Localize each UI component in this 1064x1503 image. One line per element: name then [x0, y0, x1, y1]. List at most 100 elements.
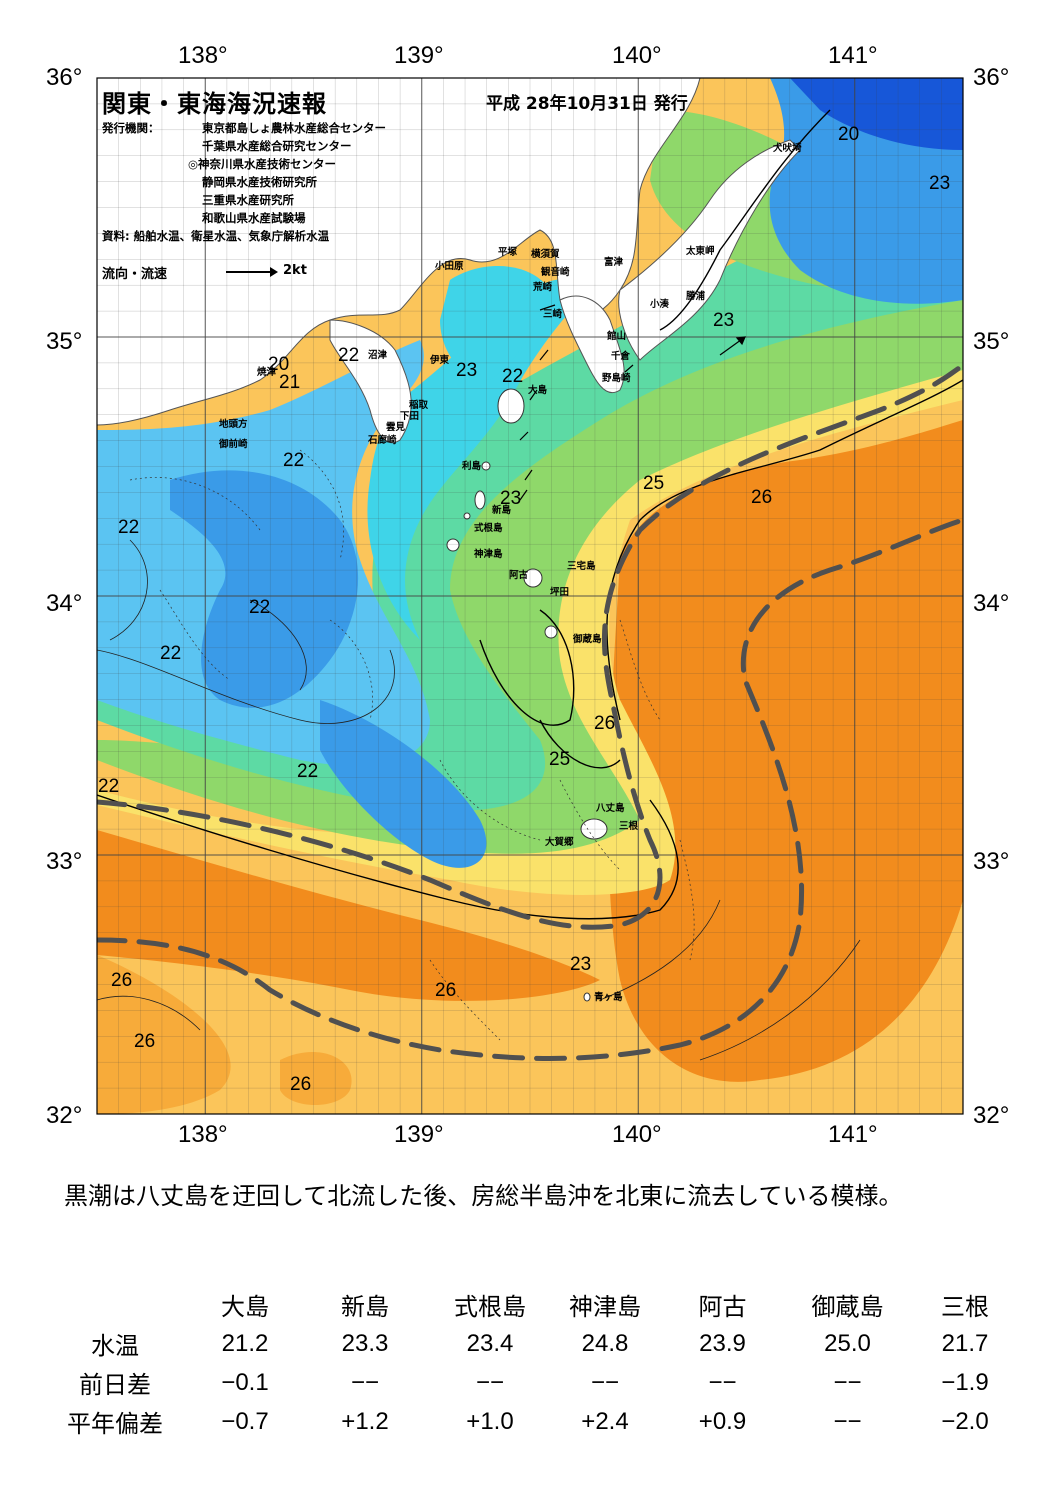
island-aogashima [583, 992, 591, 1002]
station-header: 式根島 [454, 1293, 526, 1321]
table-cell: +1.0 [466, 1407, 514, 1435]
place-label: 犬吠埼 [773, 143, 802, 154]
place-label: 地頭方 [219, 419, 248, 430]
orange-patch-s [280, 1051, 352, 1105]
place-label: 神津島 [474, 549, 503, 560]
place-label: 小田原 [435, 261, 464, 272]
place-label: 三宅島 [567, 561, 596, 572]
observation-table: 大島 新島 式根島 神津島 阿古 御蔵島 三根 水温 21.2 23.3 23.… [40, 1285, 1020, 1441]
isotherm-label: 23 [500, 488, 522, 509]
isotherm-label: 22 [283, 450, 305, 471]
isotherm-label: 22 [297, 761, 319, 782]
land-boso-east [618, 139, 801, 361]
lat-label: 36° [46, 64, 83, 91]
data-source: 資料: 船舶水温、衛星水温、気象庁解析水温 [102, 229, 330, 243]
place-label: 横須賀 [531, 249, 560, 260]
place-label: 阿古 [509, 570, 529, 581]
place-label: 平塚 [498, 247, 518, 258]
table-cell: +1.2 [341, 1407, 389, 1435]
table-cell: +0.9 [698, 1407, 747, 1435]
lat-label: 33° [46, 848, 83, 875]
place-label: 野島崎 [602, 373, 631, 384]
place-label: 稲取 [409, 400, 429, 411]
issuer-item: ◎神奈川県水産技術センター [188, 157, 337, 171]
table-cell: −− [833, 1368, 862, 1396]
station-header: 阿古 [698, 1293, 747, 1321]
current-legend-label: 流向・流速 [102, 267, 168, 282]
place-label: 観音崎 [541, 267, 570, 278]
table-cell: +2.4 [581, 1407, 629, 1435]
isotherm-label: 22 [98, 776, 120, 797]
isotherm-label: 20 [838, 124, 860, 145]
table-cell: −2.0 [941, 1407, 989, 1435]
place-label: 太東岬 [686, 246, 715, 257]
island-toshima [481, 461, 491, 471]
station-header: 三根 [941, 1293, 989, 1321]
station-header: 新島 [341, 1293, 389, 1321]
current-arrows [519, 304, 746, 501]
place-label: 勝浦 [686, 291, 706, 302]
table-cell: −0.1 [221, 1368, 269, 1396]
lon-label: 138° [178, 42, 228, 69]
island-shikinejima [463, 512, 471, 520]
place-label: 焼津 [257, 367, 277, 378]
lon-label: 140° [612, 1121, 662, 1148]
place-label: 三根 [619, 821, 639, 832]
issuer-item: 静岡県水産技術研究所 [202, 175, 317, 189]
isotherm-label: 26 [290, 1074, 312, 1095]
north-east-dark-cold [790, 78, 963, 150]
isotherm-label: 23 [570, 954, 592, 975]
row-label: 前日差 [79, 1371, 151, 1399]
lat-label: 33° [973, 848, 1010, 875]
table-cell: 21.2 [221, 1329, 269, 1357]
isotherm-label: 22 [249, 597, 271, 618]
row-label: 水温 [91, 1332, 139, 1360]
place-label: 下田 [400, 411, 420, 422]
isotherm-label: 26 [594, 713, 616, 734]
current-legend-unit: 2kt [283, 263, 307, 278]
place-label: 荒崎 [533, 282, 553, 293]
issue-date: 平成 28年10月31日 発行 [486, 94, 688, 114]
table-cell: −1.9 [941, 1368, 989, 1396]
issuer-item: 東京都島しょ農林水産総合センター [202, 121, 386, 135]
summary-text: 黒潮は八丈島を迂回して北流した後、房総半島沖を北東に流去している模様。 [64, 1182, 903, 1210]
table-header-row: 大島 新島 式根島 神津島 阿古 御蔵島 三根 [40, 1285, 1020, 1324]
isotherm-label: 26 [751, 487, 773, 508]
lat-label: 32° [46, 1102, 83, 1129]
lat-label: 35° [973, 328, 1010, 355]
island-miyakejima [523, 568, 543, 588]
row-label: 平年偏差 [67, 1410, 163, 1438]
place-label: 新島 [492, 505, 512, 516]
issuer-item: 和歌山県水産試験場 [202, 211, 306, 225]
table-cell: 25.0 [824, 1329, 871, 1357]
place-label: 式根島 [474, 523, 503, 534]
place-label: 大島 [528, 385, 548, 396]
place-label: 坪田 [550, 587, 570, 598]
isotherm-label: 20 [268, 354, 290, 375]
depth-contours [129, 449, 695, 1041]
isotherm-label: 23 [456, 360, 478, 381]
lon-label: 140° [612, 42, 662, 69]
isotherm-label: 22 [160, 643, 182, 664]
teal-band [97, 180, 963, 811]
table-row: 平年偏差 −0.7 +1.2 +1.0 +2.4 +0.9 −− −2.0 [40, 1402, 1020, 1441]
station-header: 大島 [221, 1293, 269, 1321]
isotherm-label: 26 [134, 1031, 156, 1052]
table-cell: 23.3 [341, 1329, 389, 1357]
issuer-label: 発行機関： [102, 121, 160, 135]
island-mikurajima [544, 625, 558, 639]
place-label: 雲見 [386, 422, 406, 433]
isotherm-label: 22 [502, 366, 524, 387]
isotherm-label: 23 [713, 310, 735, 331]
place-label: 青ヶ島 [594, 992, 623, 1003]
isotherm-label: 26 [435, 980, 457, 1001]
sea-temperature-map [96, 77, 964, 1115]
table-cell: −− [350, 1368, 380, 1396]
lon-label: 138° [178, 1121, 228, 1148]
sagami-cyan [440, 266, 550, 380]
table-cell: 24.8 [581, 1329, 629, 1357]
isotherm-label: 26 [111, 970, 133, 991]
legend-arrow-icon [226, 267, 278, 277]
isotherm-label: 22 [118, 517, 140, 538]
lon-label: 139° [394, 1121, 444, 1148]
